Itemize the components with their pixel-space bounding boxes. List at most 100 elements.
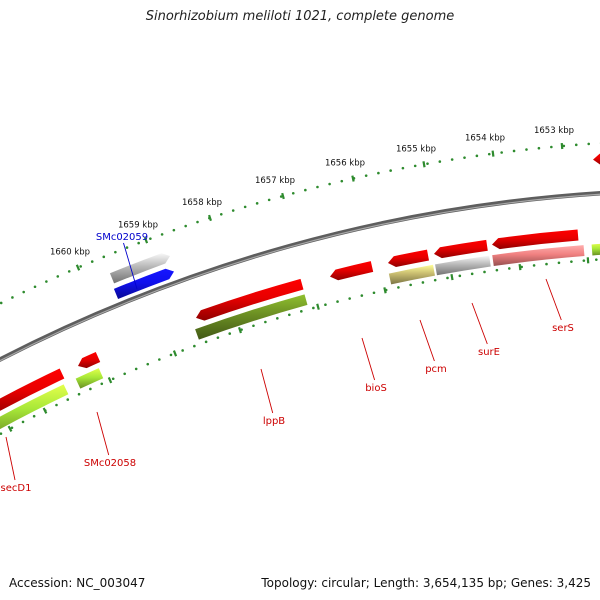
scale-dot	[66, 398, 70, 401]
scale-dot	[360, 294, 364, 297]
scale-dot	[545, 262, 548, 266]
gene-arrow-smc02059	[113, 268, 174, 300]
scale-dot	[470, 272, 474, 276]
scale-major-tick	[7, 425, 13, 432]
scale-dot	[146, 362, 150, 366]
scale-dot	[324, 303, 327, 307]
scale-dot	[433, 278, 437, 282]
scale-dot	[537, 146, 541, 150]
scale-major-tick	[238, 326, 242, 334]
scale-dot	[102, 255, 106, 259]
scale-dot	[438, 160, 442, 163]
scale-dot	[507, 267, 511, 270]
scale-dot	[172, 228, 176, 232]
scale-dot	[557, 261, 561, 265]
leader-line-secd1	[5, 436, 16, 481]
scale-dot	[255, 202, 259, 205]
leader-line-bios	[361, 337, 376, 381]
scale-dot	[364, 174, 368, 177]
scale-dot	[181, 349, 184, 352]
gene-label-sure: surE	[478, 347, 500, 358]
leader-line-smc02058	[96, 411, 110, 456]
scale-dot	[336, 300, 339, 303]
gene-label-smc02059: SMc02059	[96, 232, 148, 243]
gene-arrow-smc02058-lower	[75, 368, 104, 389]
scale-dot	[169, 353, 173, 357]
backbone-layer	[0, 191, 600, 363]
scale-dot	[377, 171, 380, 175]
scale-dot	[79, 265, 82, 268]
leader-line-sers	[545, 278, 562, 321]
scale-dot	[458, 274, 462, 278]
scale-dot	[100, 382, 104, 386]
scale-dot	[33, 285, 37, 289]
gene-arrow-secd1	[0, 368, 65, 411]
gene-label-bios: bioS	[365, 383, 387, 394]
genome-backbone	[0, 191, 600, 363]
scale-dot	[316, 185, 319, 189]
gene-label-smc02058: SMc02058	[84, 458, 136, 469]
leader-line-lppb	[260, 368, 274, 414]
scale-dot	[89, 387, 92, 391]
gene-arrow-sure-upper	[434, 239, 488, 259]
gene-arrow-smc02059-neighbor	[109, 253, 170, 284]
gene-arrow-pcm	[388, 264, 435, 285]
scale-dot	[228, 332, 232, 335]
scale-dot	[409, 283, 412, 287]
scale-dot	[512, 149, 516, 153]
scale-major-tick	[42, 407, 48, 414]
scale-major-tick	[107, 376, 113, 384]
scale-dot	[495, 268, 499, 272]
scale-dot	[348, 297, 351, 300]
gene-arrow-sers-upper	[492, 229, 579, 250]
scale-dot	[243, 205, 247, 209]
scale-dot	[401, 166, 405, 170]
scale-tick-label: 1654 kbp	[465, 134, 505, 144]
scale-dot	[22, 290, 25, 294]
scale-tick-label: 1656 kbp	[325, 159, 365, 169]
scale-dot	[137, 241, 140, 245]
scale-major-tick	[518, 263, 522, 271]
gene-arrow-sure	[435, 255, 491, 276]
scale-dot	[312, 306, 315, 310]
scale-dot	[32, 414, 36, 418]
accession-text: Accession: NC_003047	[9, 576, 146, 590]
ruler-layer: 1660 kbp 1659 kbp 1658 kbp 1657 kbp 1656 kbp…	[0, 126, 600, 435]
gene-arrow-secd1-lower	[0, 384, 69, 430]
scale-tick-label: 1659 kbp	[118, 220, 158, 230]
scale-dot	[90, 260, 94, 263]
scale-dot	[11, 296, 14, 299]
scale-dot	[475, 154, 479, 158]
scale-dot	[193, 344, 196, 348]
scale-dot	[216, 336, 220, 339]
scale-dot	[125, 246, 129, 249]
scale-dot	[111, 377, 115, 381]
scale-dot	[463, 156, 466, 159]
scale-dot	[574, 143, 578, 147]
scale-dot	[0, 432, 3, 435]
scale-tick-label: 1658 kbp	[182, 198, 222, 208]
scale-dot	[123, 372, 126, 376]
scale-dot	[587, 142, 591, 146]
scale-major-tick	[491, 150, 495, 157]
scale-dot	[134, 367, 138, 371]
scale-major-tick	[560, 142, 564, 150]
scale-dot	[426, 162, 429, 165]
scale-dot	[219, 212, 223, 216]
gene-arrow-pcm-upper	[388, 249, 430, 267]
scale-dot	[570, 260, 573, 263]
scale-dot	[160, 233, 164, 236]
scale-dot	[532, 264, 536, 267]
scale-dot	[231, 209, 235, 212]
gene-label-lppb: lppB	[263, 416, 285, 427]
gene-label-secd1: secD1	[1, 483, 32, 494]
scale-dot	[483, 270, 486, 274]
gene-arrow-partial	[593, 153, 600, 165]
scale-major-tick	[450, 274, 454, 281]
scale-dot	[304, 188, 307, 192]
scale-dot	[300, 310, 303, 313]
scale-dot	[413, 164, 417, 168]
gene-arrow-smc02058	[78, 351, 101, 369]
scale-tick-label: 1660 kbp	[50, 248, 90, 258]
